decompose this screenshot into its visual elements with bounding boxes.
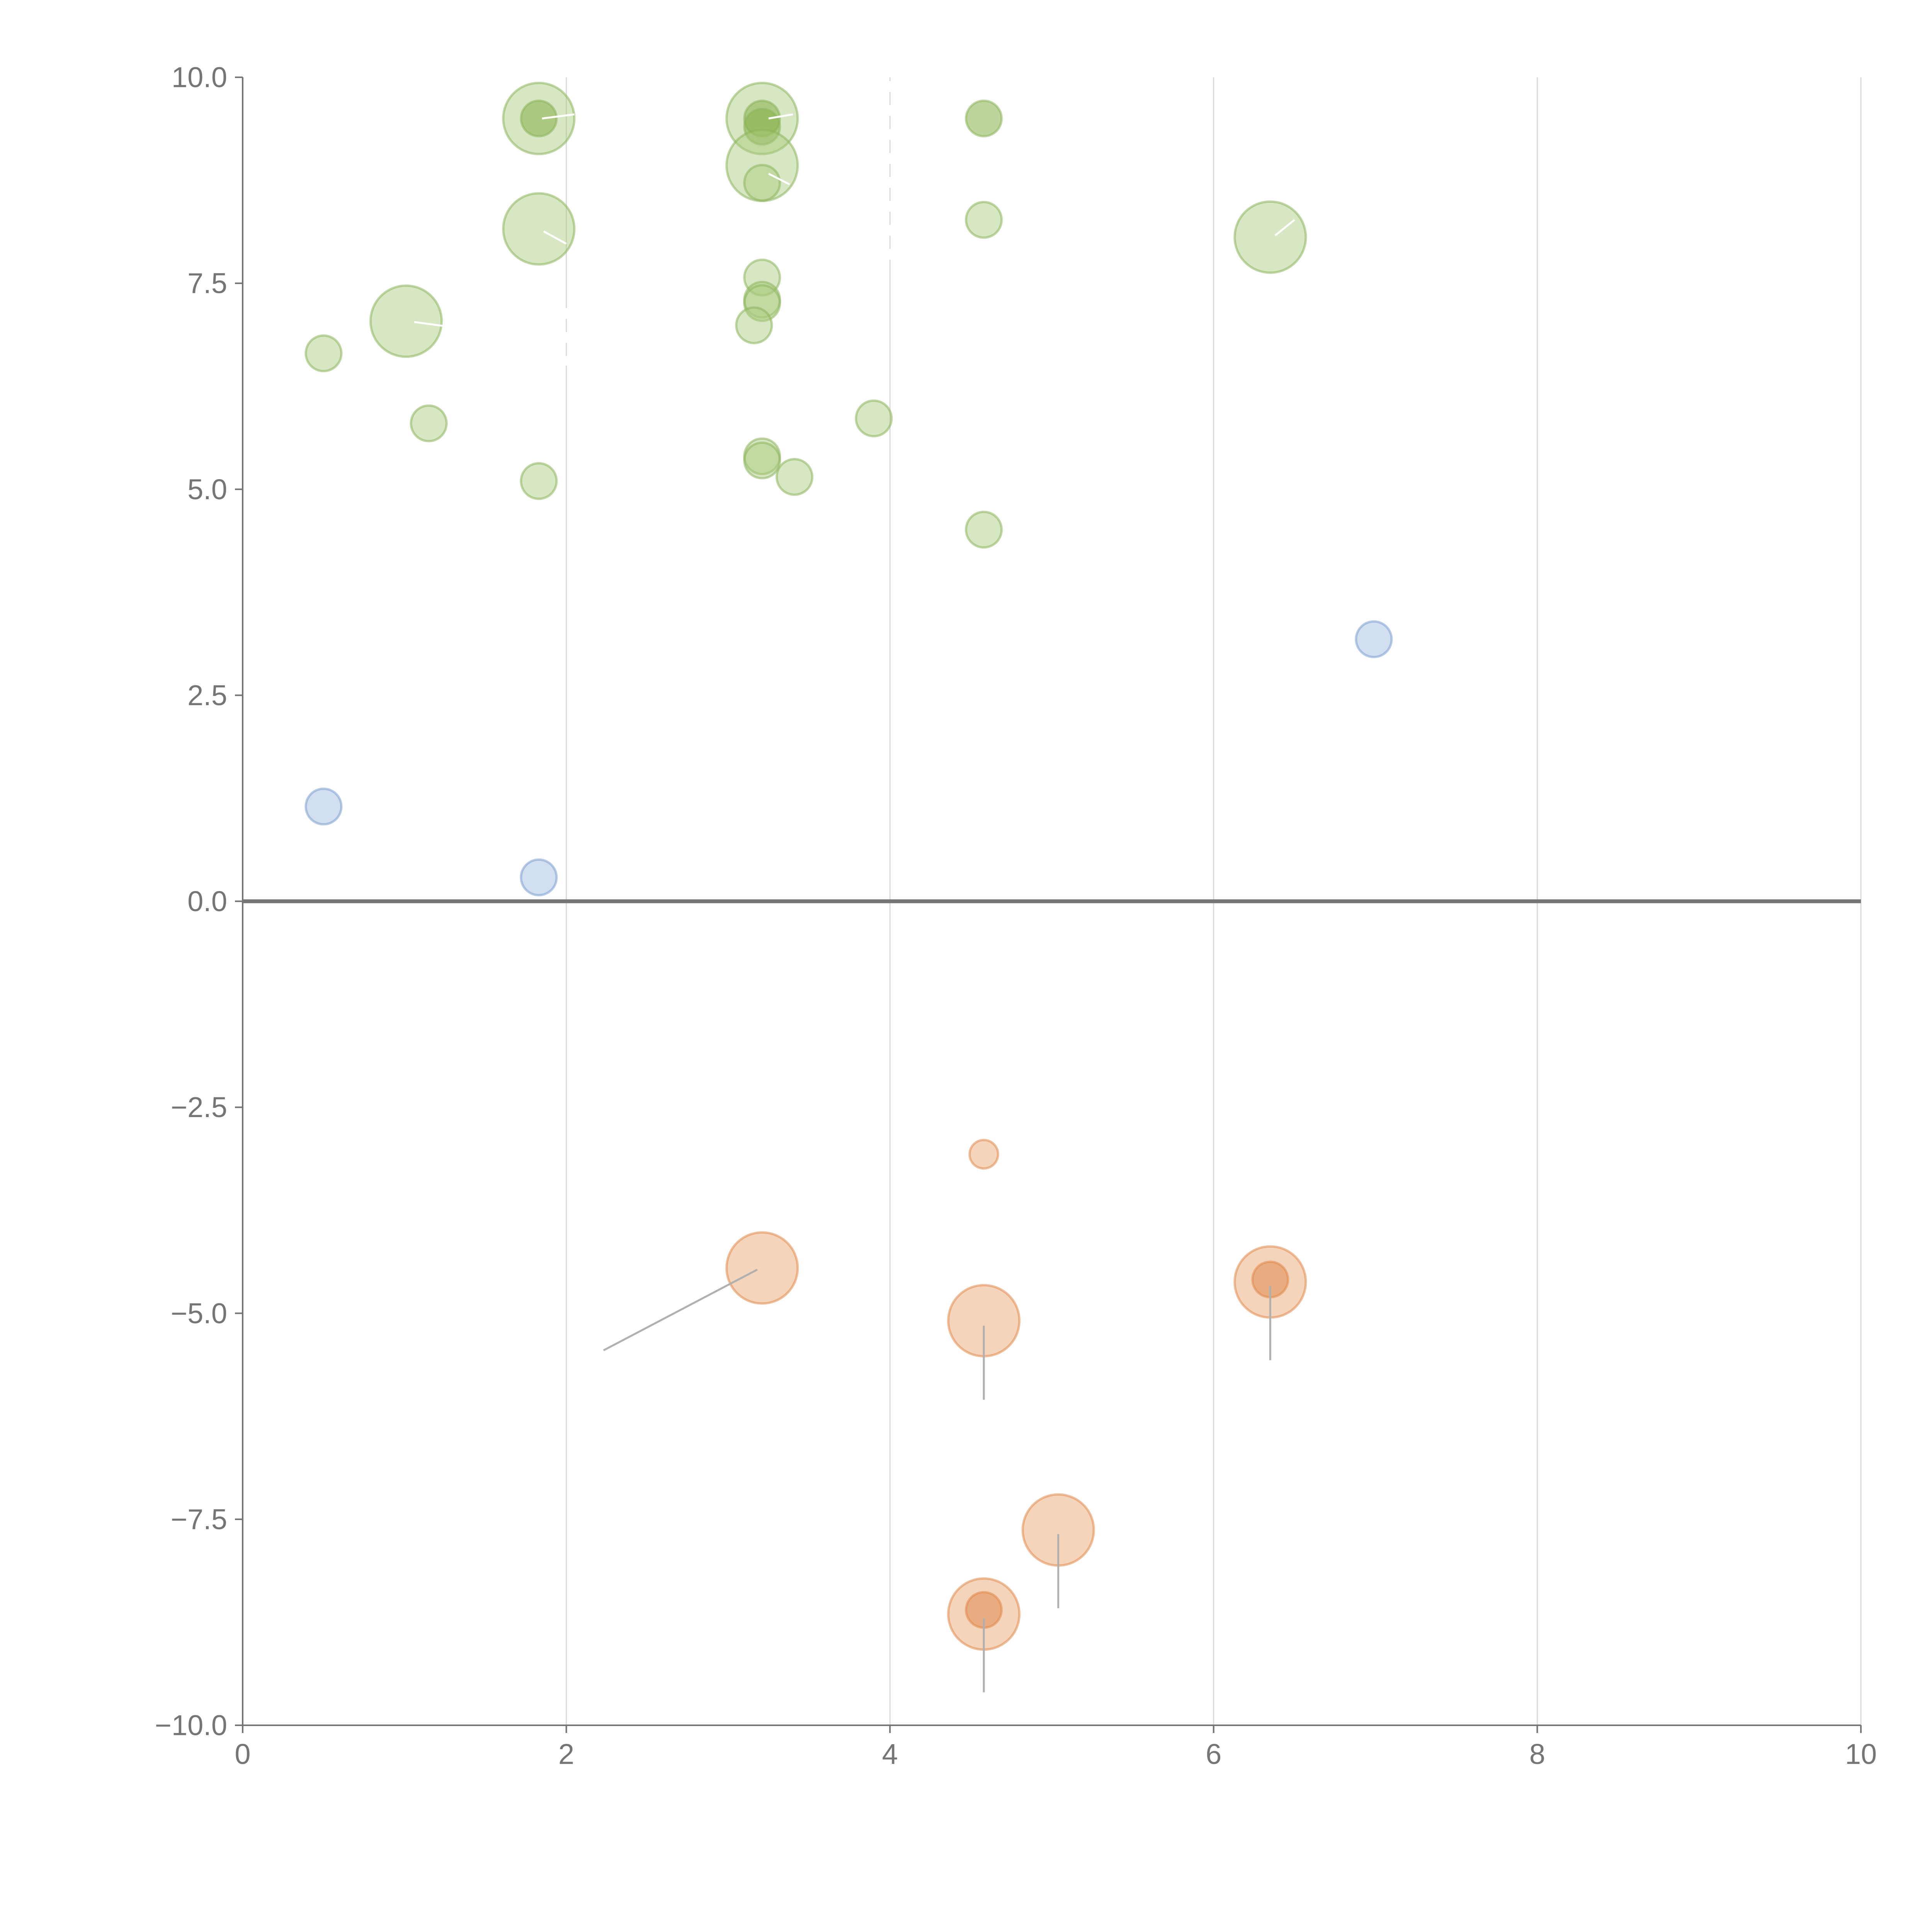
green-point-9: [502, 192, 576, 266]
green-point-10: [1233, 200, 1307, 274]
green-point-21: [776, 458, 814, 496]
annotation-leader-7: [768, 173, 790, 185]
annotation-leader-5: [542, 113, 575, 120]
green-point-22: [520, 462, 558, 500]
y-tick-label-4: 0.0: [187, 885, 227, 917]
annotation-leader-10: [414, 321, 445, 327]
annotation-leader-0: [603, 1269, 758, 1351]
orange-point-1: [725, 1231, 799, 1305]
tick-labels: 10.0 7.5 5.0 2.5 0.0 −2.5 −5.0 −7.5 −10.00 2 4 6 8 10: [155, 61, 1877, 1770]
green-point-17: [855, 399, 893, 437]
x-tick-label-2: 4: [882, 1738, 898, 1770]
y-tick-label-1: 7.5: [187, 267, 227, 299]
green-point-13: [743, 284, 781, 322]
x-tick-label-4: 8: [1529, 1738, 1545, 1770]
x-tick-label-3: 6: [1206, 1738, 1221, 1770]
green-point-1: [520, 99, 558, 138]
green-point-20: [743, 441, 781, 480]
annotation-leader-9: [1274, 219, 1295, 236]
axes: [235, 77, 1862, 1733]
annotation-leader-8: [543, 230, 567, 245]
green-point-23: [965, 510, 1003, 549]
green-point-7: [743, 163, 781, 202]
green-point-15: [735, 306, 773, 344]
y-tick-label-5: −2.5: [171, 1091, 227, 1123]
annotation-leaders: [414, 113, 1295, 1692]
y-tick-label-6: −5.0: [171, 1297, 227, 1329]
green-point-5: [965, 99, 1003, 138]
y-tick-label-0: 10.0: [172, 61, 227, 94]
y-tick-label-8: −10.0: [155, 1709, 227, 1742]
green-point-18: [410, 404, 448, 442]
y-tick-label-3: 2.5: [187, 679, 227, 711]
y-tick-label-2: 5.0: [187, 473, 227, 505]
blue-point-2: [520, 858, 558, 896]
green-point-8: [965, 201, 1003, 239]
x-tick-label-5: 10: [1845, 1738, 1877, 1770]
blue-point-0: [1355, 620, 1393, 658]
x-tick-label-0: 0: [235, 1738, 250, 1770]
green-point-14: [369, 284, 443, 358]
y-tick-label-7: −7.5: [171, 1503, 227, 1535]
blue-point-1: [304, 787, 343, 826]
green-point-16: [304, 334, 343, 372]
data-points: [304, 82, 1393, 1651]
orange-point-0: [968, 1139, 999, 1170]
x-tick-label-1: 2: [558, 1738, 574, 1770]
annotation-leader-6: [768, 113, 793, 120]
